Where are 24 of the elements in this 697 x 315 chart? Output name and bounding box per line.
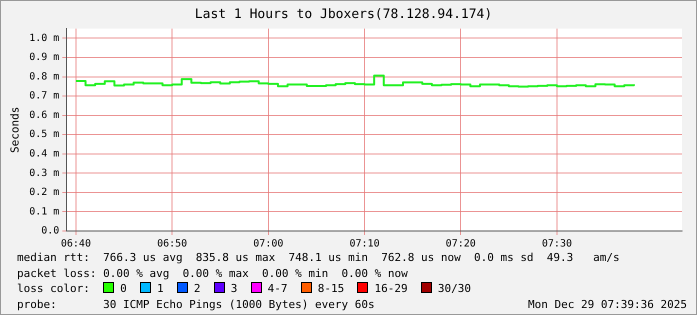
y-axis-title: Seconds (8, 106, 22, 153)
y-tick-label: 0.4 m (29, 148, 60, 160)
x-tick-label: 07:00 (253, 238, 284, 250)
y-tick-label: 0.0 (41, 226, 60, 237)
x-tick-label: 06:40 (60, 238, 91, 250)
text: median rtt: 766.3 us avg 835.8 us max 748.1 us min 762.8 us now 0.0 ms sd 49.3 am/s (17, 250, 621, 266)
y-tick-label: 0.5 m (29, 129, 60, 140)
x-tick-label: 06:50 (157, 238, 188, 250)
text: packet loss: 0.00 % avg 0.00 % max 0.00 % min 0.00 % now (17, 266, 409, 281)
y-tick-label: 0.6 m (29, 110, 60, 121)
text: Mon Dec 29 07:39:36 2025 (528, 296, 687, 312)
y-tick-label: 1.0 m (29, 32, 60, 44)
y-tick-label: 0.9 m (29, 52, 60, 64)
text: probe: 30 ICMP Echo Pings (1000 Bytes) every 60s (17, 298, 375, 310)
x-tick-label: 07:10 (349, 238, 380, 250)
y-tick-label: 0.2 m (29, 187, 60, 198)
text: loss color: 0 1 2 3 4-7 8-15 16-29 30/30 (17, 282, 471, 295)
y-tick-label: 0.7 m (29, 90, 60, 102)
y-tick-label: 0.3 m (29, 168, 60, 179)
x-tick-label: 07:20 (446, 238, 476, 250)
y-tick-label: 0.1 m (29, 206, 60, 218)
chart-title: Last 1 Hours to Jboxers(78.128.94.174) (194, 7, 492, 22)
x-tick-label: 07:30 (542, 238, 572, 250)
y-tick-label: 0.8 m (29, 71, 60, 82)
